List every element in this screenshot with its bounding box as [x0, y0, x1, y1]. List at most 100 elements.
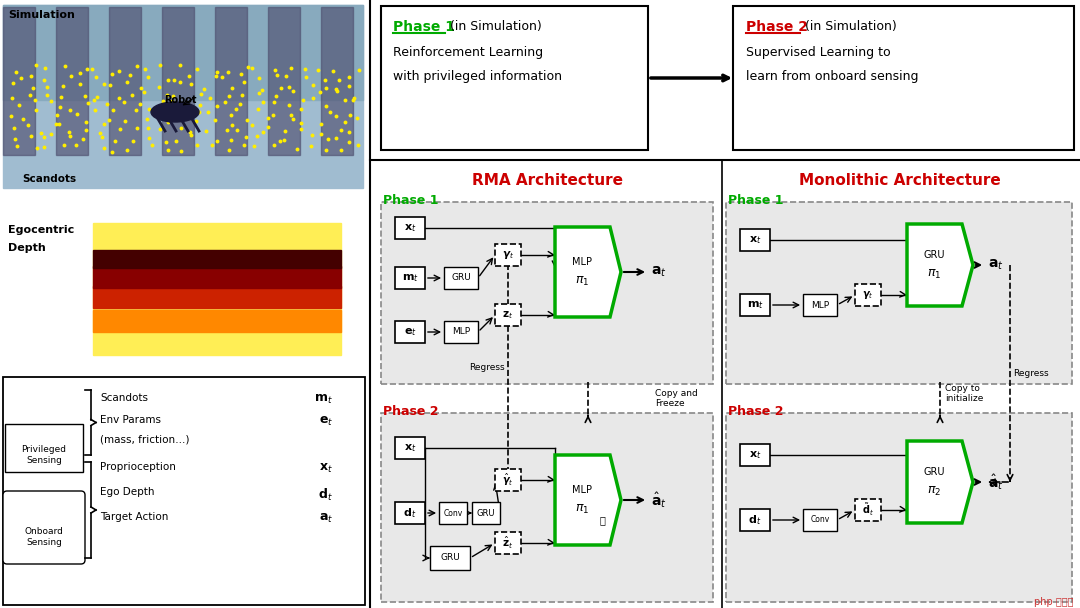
Ellipse shape	[151, 102, 199, 122]
Text: Scandots: Scandots	[100, 393, 148, 403]
Text: php 中文网: php 中文网	[1034, 597, 1074, 607]
Text: (in Simulation): (in Simulation)	[450, 20, 542, 33]
Text: $\mathbf{a}_t$: $\mathbf{a}_t$	[319, 512, 333, 525]
Text: $\mathbf{x}_t$: $\mathbf{x}_t$	[404, 222, 416, 234]
FancyBboxPatch shape	[726, 413, 1072, 602]
Text: Depth: Depth	[8, 243, 45, 253]
Text: learn from onboard sensing: learn from onboard sensing	[746, 70, 918, 83]
Bar	[93, 266, 341, 288]
Bar	[109, 7, 141, 155]
Text: Copy to
initialize: Copy to initialize	[945, 384, 984, 403]
FancyBboxPatch shape	[740, 229, 770, 251]
Text: Phase 2: Phase 2	[383, 405, 438, 418]
FancyBboxPatch shape	[438, 502, 467, 524]
Text: $\mathbf{a}_t$: $\mathbf{a}_t$	[988, 258, 1003, 272]
Text: Phase 1: Phase 1	[383, 194, 438, 207]
Text: $\mathbf{x}_t$: $\mathbf{x}_t$	[748, 449, 761, 461]
FancyBboxPatch shape	[495, 244, 521, 266]
Text: $\hat{\mathbf{a}}_t$: $\hat{\mathbf{a}}_t$	[988, 472, 1003, 492]
FancyBboxPatch shape	[3, 491, 85, 564]
Text: Reinforcement Learning: Reinforcement Learning	[393, 46, 543, 59]
Text: Copy and
Freeze: Copy and Freeze	[654, 389, 698, 408]
Text: $\mathbf{x}_t$: $\mathbf{x}_t$	[319, 462, 333, 475]
Text: ⚿: ⚿	[599, 515, 605, 525]
FancyBboxPatch shape	[381, 202, 713, 384]
Text: (mass, friction…): (mass, friction…)	[100, 435, 189, 445]
Text: Phase 1: Phase 1	[393, 20, 455, 34]
Bar	[93, 250, 341, 268]
Text: Monolithic Architecture: Monolithic Architecture	[799, 173, 1001, 188]
Text: with privileged information: with privileged information	[393, 70, 562, 83]
FancyBboxPatch shape	[495, 304, 521, 326]
Text: $\mathbf{d}_t$: $\mathbf{d}_t$	[748, 513, 761, 527]
Polygon shape	[555, 455, 621, 545]
Text: Target Action: Target Action	[100, 512, 168, 522]
Text: MLP: MLP	[572, 485, 592, 495]
Text: GRU: GRU	[451, 274, 471, 283]
FancyBboxPatch shape	[395, 502, 426, 524]
Text: MLP: MLP	[572, 257, 592, 267]
FancyBboxPatch shape	[444, 321, 478, 343]
Bar	[3, 7, 35, 155]
Text: Privileged
Sensing: Privileged Sensing	[22, 445, 67, 465]
Text: Onboard
Sensing: Onboard Sensing	[25, 527, 64, 547]
Text: $\hat{\boldsymbol{\gamma}}_t$: $\hat{\boldsymbol{\gamma}}_t$	[502, 472, 514, 488]
FancyBboxPatch shape	[395, 217, 426, 239]
Text: Env Params: Env Params	[100, 415, 161, 425]
Text: $\pi_1$: $\pi_1$	[927, 268, 941, 280]
Bar	[3, 5, 363, 100]
FancyBboxPatch shape	[3, 377, 365, 605]
Text: MLP: MLP	[811, 300, 829, 309]
Bar	[93, 286, 341, 308]
Text: Proprioception: Proprioception	[100, 462, 176, 472]
Text: $\mathbf{x}_t$: $\mathbf{x}_t$	[404, 442, 416, 454]
Text: Phase 2: Phase 2	[746, 20, 808, 34]
Polygon shape	[907, 441, 973, 523]
Text: $\mathbf{z}_t$: $\mathbf{z}_t$	[502, 309, 514, 321]
Text: $\pi_1$: $\pi_1$	[575, 502, 589, 516]
FancyBboxPatch shape	[444, 267, 478, 289]
FancyBboxPatch shape	[495, 532, 521, 554]
Text: $\hat{\mathbf{a}}_t$: $\hat{\mathbf{a}}_t$	[651, 490, 666, 510]
Text: $\pi_1$: $\pi_1$	[575, 274, 589, 288]
Text: Phase 2: Phase 2	[728, 405, 783, 418]
FancyBboxPatch shape	[740, 509, 770, 531]
Text: Scandots: Scandots	[22, 174, 76, 184]
Text: $\boldsymbol{\gamma}_t$: $\boldsymbol{\gamma}_t$	[862, 289, 874, 301]
FancyBboxPatch shape	[733, 6, 1074, 150]
Bar	[162, 7, 194, 155]
Text: MLP: MLP	[451, 328, 470, 336]
Text: Ego Depth: Ego Depth	[100, 487, 154, 497]
Text: $\mathbf{m}_t$: $\mathbf{m}_t$	[746, 299, 764, 311]
Text: GRU: GRU	[441, 553, 460, 562]
FancyBboxPatch shape	[430, 546, 470, 570]
Text: Supervised Learning to: Supervised Learning to	[746, 46, 891, 59]
FancyBboxPatch shape	[726, 202, 1072, 384]
Bar	[93, 223, 341, 355]
FancyBboxPatch shape	[395, 437, 426, 459]
Text: $\pi_2$: $\pi_2$	[927, 485, 941, 497]
Bar	[56, 7, 87, 155]
Bar	[3, 5, 363, 188]
Text: $\boldsymbol{\gamma}_t$: $\boldsymbol{\gamma}_t$	[502, 249, 514, 261]
FancyBboxPatch shape	[855, 499, 881, 521]
Text: Robot: Robot	[164, 95, 197, 105]
FancyBboxPatch shape	[395, 267, 426, 289]
Bar	[268, 7, 300, 155]
FancyBboxPatch shape	[804, 509, 837, 531]
Text: Egocentric: Egocentric	[8, 225, 75, 235]
Text: GRU: GRU	[923, 467, 945, 477]
Text: Simulation: Simulation	[8, 10, 75, 20]
Bar	[93, 310, 341, 332]
Text: $\mathbf{x}_t$: $\mathbf{x}_t$	[748, 234, 761, 246]
Text: $\hat{\mathbf{z}}_t$: $\hat{\mathbf{z}}_t$	[502, 535, 514, 551]
Text: Conv: Conv	[444, 508, 462, 517]
FancyBboxPatch shape	[855, 284, 881, 306]
Bar	[321, 7, 353, 155]
Text: (in Simulation): (in Simulation)	[805, 20, 896, 33]
Text: GRU: GRU	[923, 250, 945, 260]
Text: $\mathbf{e}_t$: $\mathbf{e}_t$	[319, 415, 333, 428]
Text: Regress: Regress	[1013, 369, 1049, 378]
Polygon shape	[907, 224, 973, 306]
Text: RMA Architecture: RMA Architecture	[472, 173, 622, 188]
